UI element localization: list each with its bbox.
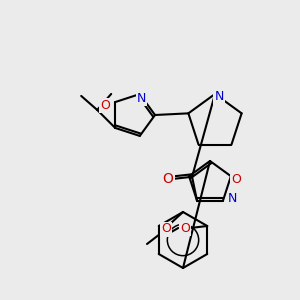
Text: N: N [137,92,146,105]
Text: O: O [180,221,190,235]
Text: N: N [228,192,237,205]
Text: O: O [161,223,171,236]
Text: O: O [100,99,110,112]
Text: O: O [163,172,173,186]
Text: O: O [231,173,241,186]
Text: N: N [214,91,224,103]
